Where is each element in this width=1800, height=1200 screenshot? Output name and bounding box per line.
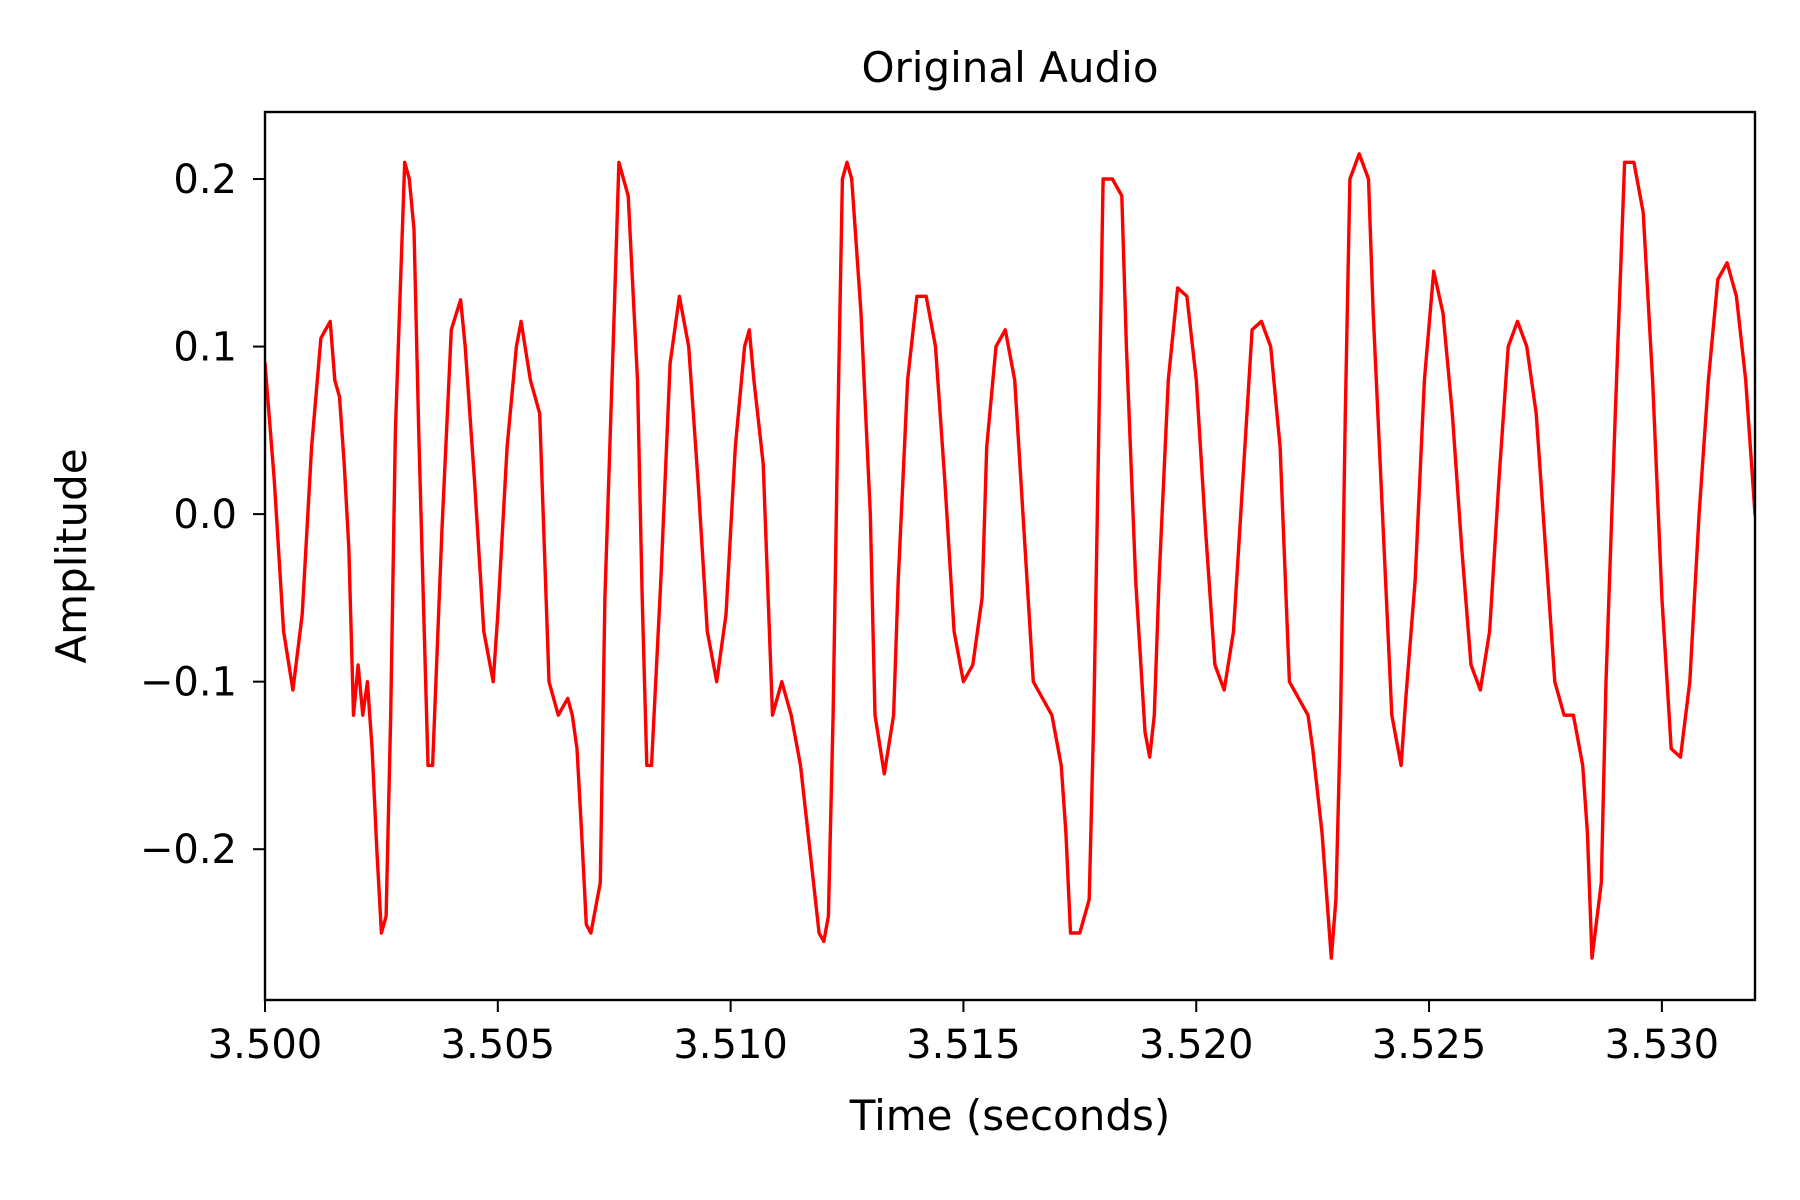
plot-area [263,110,1757,1002]
y-axis: −0.2 −0.1 0.0 0.1 0.2 [140,157,265,873]
x-tick-label: 3.505 [441,1022,556,1068]
y-axis-label: Amplitude [47,448,96,663]
y-tick-label: −0.2 [140,827,237,873]
y-tick-label: −0.1 [140,660,237,706]
x-axis-label: Time (seconds) [849,1091,1171,1140]
y-tick-label: 0.0 [173,492,237,538]
x-tick-label: 3.530 [1605,1022,1720,1068]
x-tick-label: 3.515 [906,1022,1021,1068]
plot-frame [263,110,1757,1002]
x-tick-label: 3.510 [673,1022,788,1068]
x-tick-label: 3.500 [208,1022,323,1068]
x-tick-label: 3.520 [1139,1022,1254,1068]
y-tick-label: 0.2 [173,157,237,203]
x-tick-label: 3.525 [1372,1022,1487,1068]
x-axis: 3.500 3.505 3.510 3.515 3.520 3.525 3.530 [208,1000,1719,1068]
chart-title: Original Audio [861,43,1158,92]
waveform-line [265,152,1755,960]
y-tick-label: 0.1 [173,325,237,371]
